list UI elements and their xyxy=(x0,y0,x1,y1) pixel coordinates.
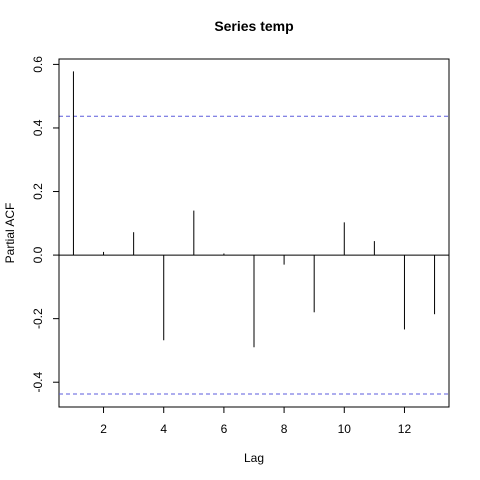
y-tick-label: 0.0 xyxy=(31,246,45,263)
y-tick-label: 0.2 xyxy=(31,183,45,200)
x-tick-label: 4 xyxy=(160,422,167,436)
y-tick-label: 0.4 xyxy=(31,119,45,136)
y-tick-label: 0.6 xyxy=(31,56,45,73)
y-tick-label: -0.4 xyxy=(31,372,45,393)
chart-title: Series temp xyxy=(214,18,293,34)
y-tick-label: -0.2 xyxy=(31,308,45,329)
x-tick-label: 10 xyxy=(338,422,352,436)
x-tick-label: 6 xyxy=(221,422,228,436)
x-tick-label: 8 xyxy=(281,422,288,436)
y-axis-label: Partial ACF xyxy=(3,203,17,264)
x-tick-label: 2 xyxy=(100,422,107,436)
x-axis-label: Lag xyxy=(244,451,264,465)
x-tick-label: 12 xyxy=(398,422,412,436)
plot-frame xyxy=(58,58,450,408)
